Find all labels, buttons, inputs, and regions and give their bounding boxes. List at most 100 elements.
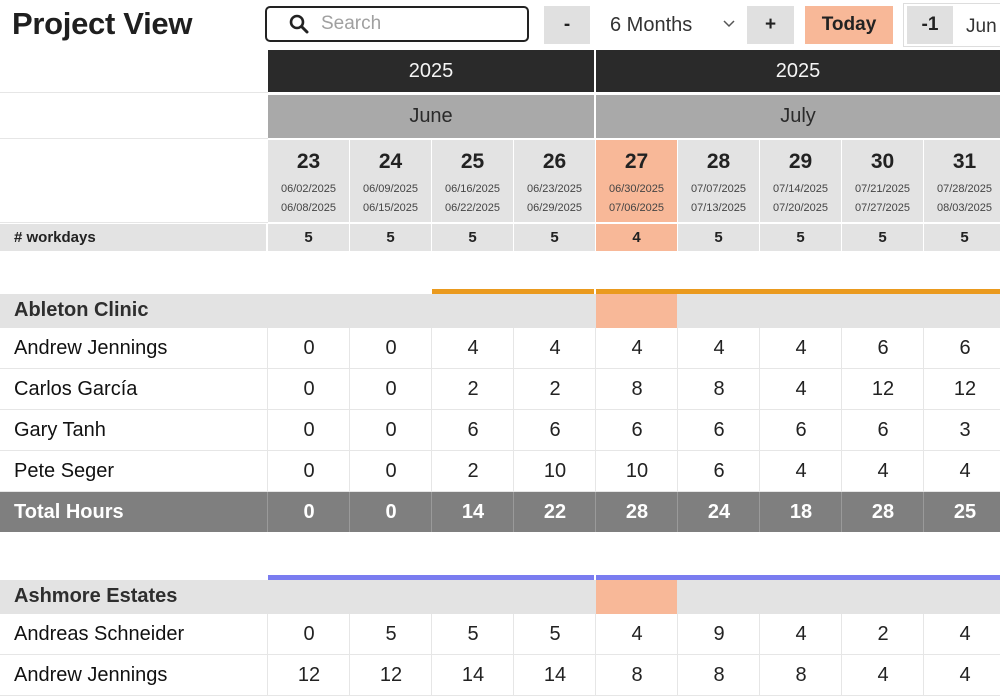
week-column-header[interactable]: 24 06/09/2025 06/15/2025 xyxy=(350,140,431,222)
hours-cell[interactable]: 12 xyxy=(379,663,403,686)
hours-cell[interactable]: 2 xyxy=(877,622,889,645)
hours-cell[interactable]: 12 xyxy=(953,377,977,400)
week-start-date: 07/21/2025 xyxy=(854,183,911,195)
hours-cell[interactable]: 4 xyxy=(549,336,561,359)
week-column-header[interactable]: 31 07/28/2025 08/03/2025 xyxy=(924,140,1000,222)
row-divider xyxy=(0,409,1000,410)
row-divider xyxy=(0,92,268,93)
project-accent-bar xyxy=(432,289,1000,294)
hours-cell[interactable]: 4 xyxy=(795,377,807,400)
hours-cell[interactable]: 2 xyxy=(549,377,561,400)
hours-cell[interactable]: 12 xyxy=(871,377,895,400)
hours-cell[interactable]: 5 xyxy=(467,622,479,645)
zoom-out-button[interactable]: - xyxy=(544,6,590,44)
column-divider xyxy=(595,614,596,696)
hours-cell[interactable]: 3 xyxy=(959,418,971,441)
hours-cell[interactable]: 4 xyxy=(959,459,971,482)
hours-cell[interactable]: 8 xyxy=(631,663,643,686)
hours-cell[interactable]: 10 xyxy=(625,459,649,482)
hours-cell[interactable]: 6 xyxy=(631,418,643,441)
column-divider xyxy=(267,492,268,532)
hours-cell[interactable]: 0 xyxy=(385,459,397,482)
hours-cell[interactable]: 6 xyxy=(877,336,889,359)
member-name[interactable]: Carlos García xyxy=(14,377,138,400)
workdays-value: 5 xyxy=(350,224,431,251)
hours-cell[interactable]: 0 xyxy=(385,336,397,359)
hours-cell[interactable]: 0 xyxy=(303,622,315,645)
workdays-value: 5 xyxy=(432,224,513,251)
week-column-header[interactable]: 28 07/07/2025 07/13/2025 xyxy=(678,140,759,222)
hours-cell[interactable]: 0 xyxy=(385,377,397,400)
hours-cell[interactable]: 0 xyxy=(385,418,397,441)
week-column-header[interactable]: 26 06/23/2025 06/29/2025 xyxy=(514,140,595,222)
week-end-date: 07/13/2025 xyxy=(690,202,747,214)
hours-cell[interactable]: 4 xyxy=(631,336,643,359)
column-divider xyxy=(759,328,760,492)
hours-cell[interactable]: 6 xyxy=(713,459,725,482)
hours-cell[interactable]: 8 xyxy=(713,377,725,400)
hours-cell[interactable]: 4 xyxy=(877,663,889,686)
hours-cell[interactable]: 4 xyxy=(795,459,807,482)
week-column-header[interactable]: 27 06/30/2025 07/06/2025 xyxy=(596,140,677,222)
member-name[interactable]: Andrew Jennings xyxy=(14,336,168,359)
hours-cell[interactable]: 5 xyxy=(385,622,397,645)
member-name[interactable]: Andrew Jennings xyxy=(14,663,168,686)
member-name[interactable]: Pete Seger xyxy=(14,459,115,482)
hours-cell[interactable]: 9 xyxy=(713,622,725,645)
week-start-date: 07/28/2025 xyxy=(936,183,993,195)
column-divider xyxy=(923,492,924,532)
hours-cell[interactable]: 4 xyxy=(795,622,807,645)
hours-cell[interactable]: 4 xyxy=(631,622,643,645)
hours-cell[interactable]: 6 xyxy=(467,418,479,441)
previous-period-button[interactable]: -1 xyxy=(907,6,953,44)
zoom-in-button[interactable]: + xyxy=(747,6,794,44)
hours-cell[interactable]: 4 xyxy=(467,336,479,359)
hours-cell[interactable]: 14 xyxy=(461,663,485,686)
hours-cell[interactable]: 6 xyxy=(549,418,561,441)
range-select[interactable]: 6 Months xyxy=(600,6,740,44)
hours-cell[interactable]: 6 xyxy=(959,336,971,359)
hours-cell[interactable]: 14 xyxy=(543,663,567,686)
week-column-header[interactable]: 30 07/21/2025 07/27/2025 xyxy=(842,140,923,222)
column-divider xyxy=(513,328,514,492)
hours-cell[interactable]: 0 xyxy=(303,336,315,359)
week-column-header[interactable]: 25 06/16/2025 06/22/2025 xyxy=(432,140,513,222)
member-name[interactable]: Gary Tanh xyxy=(14,418,106,441)
hours-cell[interactable]: 0 xyxy=(303,459,315,482)
hours-cell[interactable]: 6 xyxy=(713,418,725,441)
search-box[interactable] xyxy=(265,6,529,42)
hours-cell[interactable]: 8 xyxy=(631,377,643,400)
hours-cell[interactable]: 12 xyxy=(297,663,321,686)
hours-cell[interactable]: 6 xyxy=(795,418,807,441)
project-header[interactable] xyxy=(0,580,1000,614)
hours-cell[interactable]: 6 xyxy=(877,418,889,441)
hours-cell[interactable]: 4 xyxy=(959,663,971,686)
week-number: 29 xyxy=(788,150,813,173)
week-number: 28 xyxy=(706,150,731,173)
hours-cell[interactable]: 8 xyxy=(713,663,725,686)
total-value: 25 xyxy=(953,500,977,523)
week-column-header[interactable]: 29 07/14/2025 07/20/2025 xyxy=(760,140,841,222)
hours-cell[interactable]: 5 xyxy=(549,622,561,645)
row-divider xyxy=(0,368,1000,369)
week-separator xyxy=(594,289,596,294)
hours-cell[interactable]: 4 xyxy=(877,459,889,482)
hours-cell[interactable]: 2 xyxy=(467,459,479,482)
hours-cell[interactable]: 2 xyxy=(467,377,479,400)
project-header[interactable] xyxy=(0,294,1000,328)
hours-cell[interactable]: 4 xyxy=(959,622,971,645)
hours-cell[interactable]: 4 xyxy=(795,336,807,359)
project-name: Ashmore Estates xyxy=(14,585,178,607)
hours-cell[interactable]: 8 xyxy=(795,663,807,686)
total-value: 18 xyxy=(789,500,813,523)
hours-cell[interactable]: 10 xyxy=(543,459,567,482)
week-column-header[interactable]: 23 06/02/2025 06/08/2025 xyxy=(268,140,349,222)
week-number: 31 xyxy=(952,150,977,173)
week-end-date: 07/27/2025 xyxy=(854,202,911,214)
today-button[interactable]: Today xyxy=(805,6,893,44)
member-name[interactable]: Andreas Schneider xyxy=(14,622,185,645)
hours-cell[interactable]: 0 xyxy=(303,377,315,400)
hours-cell[interactable]: 4 xyxy=(713,336,725,359)
hours-cell[interactable]: 0 xyxy=(303,418,315,441)
search-input[interactable] xyxy=(321,10,521,38)
